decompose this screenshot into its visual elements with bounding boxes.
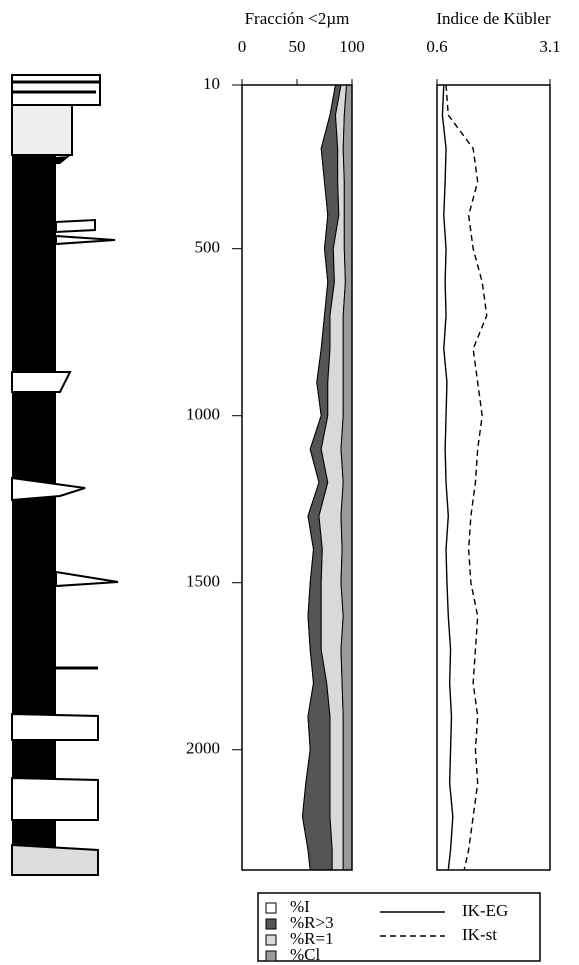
column-layer (11, 74, 101, 106)
legend-label: IK-st (462, 925, 497, 944)
x-tick-label: 100 (339, 37, 365, 56)
plot-frame (436, 84, 551, 871)
y-tick-label: 500 (195, 238, 221, 257)
column-layer (55, 570, 119, 588)
column-layer (11, 476, 86, 502)
x-tick-label: 3.1 (539, 37, 560, 56)
chart-title: Fracción <2µm (245, 9, 350, 28)
column-layer (11, 843, 99, 876)
legend-box (257, 892, 541, 962)
y-tick-label: 1500 (186, 572, 220, 591)
column-layer (11, 776, 99, 821)
column-layer (11, 712, 99, 741)
plot-frame (437, 85, 550, 870)
column-body (12, 140, 56, 875)
column-layer (55, 218, 96, 234)
line (441, 84, 454, 871)
x-tick-label: 0 (238, 37, 247, 56)
y-tick-label: 10 (203, 74, 220, 93)
legend-swatch (265, 918, 277, 930)
line (445, 84, 488, 871)
legend-swatch (265, 950, 277, 962)
stratigraphic-column (11, 74, 119, 876)
legend-label: %R>3 (290, 913, 334, 932)
legend-label: %I (290, 897, 310, 916)
column-layer (11, 371, 72, 393)
y-tick-label: 2000 (186, 739, 220, 758)
legend-label: %Cl (290, 945, 321, 964)
chart-title: Indice de Kübler (436, 9, 551, 28)
legend-label: %R=1 (290, 929, 334, 948)
legend-label: IK-EG (462, 901, 508, 920)
legend-swatch (265, 934, 277, 946)
column-layer (55, 234, 116, 246)
y-tick-label: 1000 (186, 405, 220, 424)
column-layer (12, 156, 70, 166)
x-tick-label: 0.6 (426, 37, 447, 56)
x-tick-label: 50 (289, 37, 306, 56)
legend-swatch (265, 902, 277, 914)
column-layer (11, 104, 73, 156)
